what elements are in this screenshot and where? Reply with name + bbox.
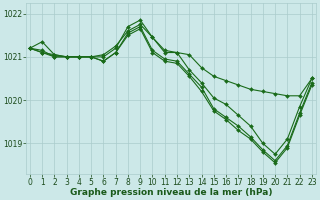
X-axis label: Graphe pression niveau de la mer (hPa): Graphe pression niveau de la mer (hPa): [70, 188, 272, 197]
